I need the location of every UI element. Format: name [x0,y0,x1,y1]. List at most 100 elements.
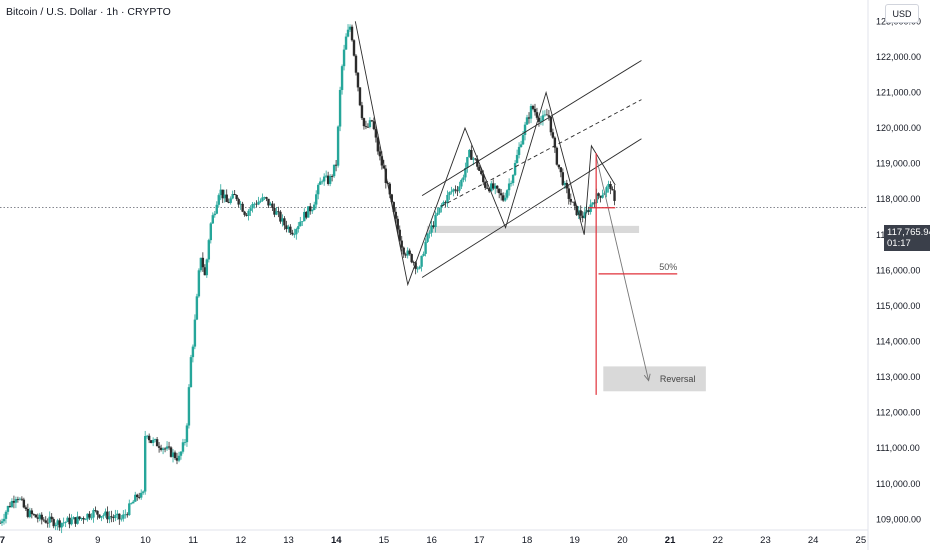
candle-body [597,193,600,196]
candle-body [281,218,284,222]
candle-body [64,522,67,523]
candle-body [8,506,12,507]
y-tick-label: 122,000.00 [876,52,921,62]
candle-body [356,72,360,88]
candle-body [231,194,234,199]
candle-body [511,174,515,183]
candle-body [209,223,213,241]
y-tick-label: 109,000.00 [876,514,921,524]
x-tick-label: 8 [47,535,52,546]
last-price-tag: 117,765.94 01:17 [884,225,932,251]
x-tick-label: 7 [0,535,5,546]
currency-button[interactable]: USD [885,4,919,23]
candle-body [205,259,209,276]
x-tick-label: 14 [331,535,342,546]
candle-body [22,499,26,508]
candle-body [611,189,614,191]
candle-body [541,115,545,121]
candle-body [261,197,264,201]
candle-body [42,519,45,521]
candle-body [273,207,276,215]
candle-body [289,226,292,233]
candle-body [157,446,161,448]
candle-body [533,108,537,113]
candle-body [197,270,201,297]
candle-body [134,494,137,502]
candle-body [78,516,81,519]
zigzag-pattern-line [354,21,616,287]
candle-body [408,250,411,255]
candle-body [332,164,336,177]
candle-body [509,182,513,184]
candle-body [34,514,37,518]
reversal-zone [603,366,706,392]
candle-body [458,186,461,191]
candle-body [58,520,61,528]
candle-body [434,214,437,228]
candle-body [62,522,65,524]
candle-body [46,522,49,524]
candle-body [344,36,348,50]
candle-body [599,195,602,198]
candle-body [177,455,181,461]
candle-body [92,510,95,518]
candle-body [324,175,328,177]
candle-body [299,221,302,227]
candle-body [211,215,214,224]
candle-body [122,514,125,519]
candle-body [207,240,211,260]
candle-body [104,511,107,516]
candle-body [279,211,282,222]
candle-body [48,516,51,523]
candle-body [505,190,509,198]
candle-body [173,452,177,459]
candle-body [567,188,570,199]
candle-body [223,194,226,199]
y-tick-label: 118,000.00 [876,194,920,204]
candle-body [424,241,427,254]
candle-body [165,446,169,449]
candle-body [563,182,567,185]
candle-body [263,197,266,198]
candle-body [364,126,368,127]
candle-body [388,183,391,195]
candle-body [60,523,63,528]
candle-body [20,498,24,500]
y-tick-label: 110,000.00 [876,479,920,489]
candle-body [259,200,262,202]
candle-body [136,494,139,498]
candle-body [569,198,572,202]
candle-body [402,247,405,255]
candle-body [283,218,286,226]
candle-body [155,439,159,447]
candle-body [219,189,222,196]
x-tick-label: 15 [379,535,390,546]
candle-body [545,114,549,116]
candle-body [438,207,441,213]
candle-body [255,203,258,205]
y-tick-label: 120,000.00 [876,123,921,133]
candle-body [201,257,205,268]
candle-body [149,440,153,443]
candle-body [547,115,551,117]
candle-body [267,198,270,206]
candle-body [428,232,431,234]
candle-body [497,188,501,194]
candle-body [535,112,539,118]
x-tick-label: 18 [522,535,533,546]
candles [0,24,616,534]
candle-body [68,517,71,525]
candle-body [390,194,393,203]
candle-body [126,514,129,516]
candle-body [492,183,495,189]
x-tick-label: 13 [283,535,294,546]
candle-body [555,147,559,165]
x-tick-label: 21 [665,535,676,546]
candle-body [320,181,324,183]
candle-body [486,187,489,189]
candle-body [171,452,175,457]
candle-body [132,501,135,504]
candle-body [587,210,590,212]
candle-body [225,194,228,202]
